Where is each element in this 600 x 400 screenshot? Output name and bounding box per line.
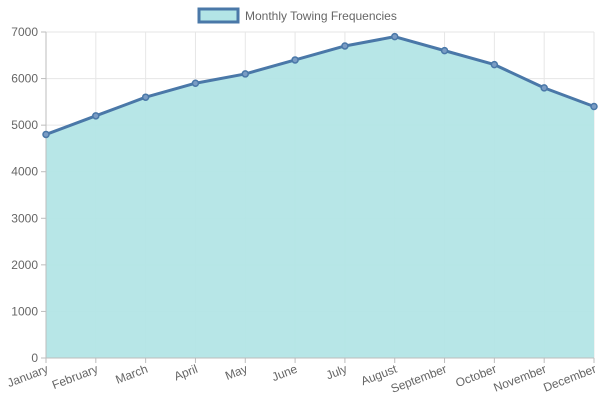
x-tick-label: December xyxy=(541,362,598,395)
y-tick-label: 5000 xyxy=(11,118,38,132)
data-point[interactable] xyxy=(141,93,150,101)
legend-swatch[interactable] xyxy=(197,7,240,24)
series-points-layer xyxy=(42,32,598,139)
x-tick-label: February xyxy=(50,362,100,392)
x-tick-label: November xyxy=(492,362,549,395)
data-point[interactable] xyxy=(490,60,499,69)
y-tick-label: 2000 xyxy=(11,258,38,272)
data-point[interactable] xyxy=(341,42,349,50)
legend-label[interactable]: Monthly Towing Frequencies xyxy=(245,9,397,23)
series-area-layer xyxy=(46,36,594,359)
x-tick-label: June xyxy=(270,362,300,385)
data-point[interactable] xyxy=(191,79,200,87)
data-point[interactable] xyxy=(42,130,50,139)
data-point[interactable] xyxy=(390,32,399,41)
series-line-layer xyxy=(45,35,595,136)
data-point[interactable] xyxy=(92,112,100,120)
x-tick-label: September xyxy=(389,362,449,396)
legend[interactable]: Monthly Towing Frequencies xyxy=(197,7,397,24)
data-point[interactable] xyxy=(291,56,299,64)
y-tick-label: 4000 xyxy=(11,165,38,179)
data-point[interactable] xyxy=(540,84,548,92)
data-point[interactable] xyxy=(440,46,449,55)
x-tick-label: January xyxy=(5,362,50,390)
x-tick-label: May xyxy=(223,362,249,383)
y-tick-label: 0 xyxy=(31,351,38,365)
data-point[interactable] xyxy=(590,102,598,111)
series-line xyxy=(45,35,595,136)
x-tick-label: April xyxy=(172,362,199,384)
x-tick-label: July xyxy=(324,362,349,383)
y-tick-label: 7000 xyxy=(11,25,38,39)
x-tick-label: October xyxy=(454,362,499,390)
y-tick-label: 6000 xyxy=(11,72,38,86)
x-axis-ticks: January February March April May June July Augu… xyxy=(5,361,598,395)
x-tick-label: March xyxy=(114,362,150,387)
data-point[interactable] xyxy=(241,70,250,78)
y-axis-ticks: 0 1000 2000 3000 4000 5000 6000 7000 xyxy=(11,25,38,365)
series-area xyxy=(46,36,594,359)
axes xyxy=(41,31,595,363)
y-tick-label: 3000 xyxy=(11,211,38,225)
y-tick-label: 1000 xyxy=(11,304,38,318)
